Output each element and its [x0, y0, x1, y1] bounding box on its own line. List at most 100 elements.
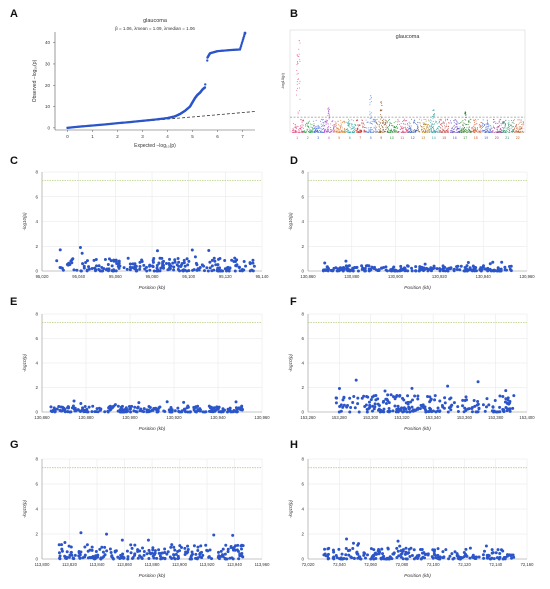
- manhattan-point: [388, 124, 390, 126]
- panel-e-point: [96, 410, 100, 414]
- manhattan-point: [305, 125, 307, 127]
- manhattan-point: [348, 125, 349, 127]
- panel-h-x-tick-label: 72,160: [521, 562, 534, 567]
- manhattan-point: [332, 131, 334, 133]
- manhattan-point: [381, 122, 383, 124]
- manhattan-point: [402, 131, 404, 133]
- panel-c-point: [138, 267, 142, 271]
- panel-c-point: [179, 263, 183, 267]
- manhattan-point: [485, 131, 487, 133]
- manhattan-point: [302, 131, 304, 132]
- manhattan-point: [338, 129, 339, 131]
- manhattan-point: [360, 129, 362, 131]
- manhattan-point: [292, 131, 294, 133]
- manhattan-point: [403, 131, 405, 133]
- manhattan-point: [395, 126, 397, 128]
- manhattan-point: [388, 131, 389, 133]
- panel-e-point: [198, 409, 202, 413]
- panel-f-y-tick-label: 8: [301, 312, 304, 317]
- panel-c-point: [210, 264, 214, 268]
- manhattan-point: [301, 120, 303, 122]
- panel-e-x-tick-label: 130,860: [34, 415, 50, 420]
- panel-f-point: [465, 398, 469, 402]
- manhattan-point: [394, 129, 396, 131]
- panel-d-point: [438, 267, 442, 271]
- panel-f-point: [506, 396, 510, 400]
- panel-h-point: [488, 557, 492, 561]
- panel-d-point: [385, 269, 389, 273]
- panel-h-point: [398, 544, 402, 548]
- manhattan-point: [464, 129, 466, 131]
- manhattan-peak-point: [298, 53, 300, 55]
- qq-y-tick-label: 10: [45, 104, 51, 109]
- panel-d-y-tick-label: 8: [301, 170, 304, 175]
- panel-f-point: [396, 404, 400, 408]
- manhattan-point: [467, 131, 469, 133]
- panel-g-point: [140, 556, 144, 560]
- panel-h-point: [364, 556, 368, 560]
- panel-d-point: [464, 267, 468, 271]
- panel-f-point: [433, 394, 437, 398]
- panel-d-point: [481, 264, 485, 268]
- panel-g-point: [57, 543, 61, 547]
- manhattan-point: [295, 127, 297, 129]
- manhattan-point: [342, 131, 344, 133]
- panel-f-point: [382, 399, 386, 403]
- panel-g-x-tick-label: 113,920: [200, 562, 215, 567]
- manhattan-point: [405, 120, 407, 122]
- manhattan-point: [462, 123, 464, 125]
- panel-c-point: [60, 266, 64, 270]
- manhattan-point: [489, 131, 491, 133]
- panel-h-point: [444, 548, 448, 552]
- manhattan-point: [339, 129, 341, 131]
- manhattan-point: [423, 131, 425, 133]
- qq-x-tick-label: 4: [166, 134, 169, 139]
- panel-c-point: [190, 248, 194, 252]
- panel-g-point: [165, 552, 169, 556]
- manhattan-peak-top: [298, 40, 300, 42]
- panel-c-point: [155, 263, 159, 267]
- manhattan-chrom-label: 18: [474, 136, 478, 140]
- manhattan-point: [514, 127, 515, 129]
- panel-f-point: [476, 380, 480, 384]
- manhattan-point: [382, 121, 384, 123]
- panel-h-point: [468, 546, 472, 550]
- panel-c-point: [158, 269, 162, 273]
- panel-f-point: [483, 409, 487, 413]
- panel-f-point: [365, 394, 369, 398]
- panel-f-point: [449, 404, 453, 408]
- manhattan-point: [357, 131, 359, 133]
- panel-g-point: [64, 556, 68, 560]
- panel-g-x-tick-label: 113,820: [62, 562, 77, 567]
- panel-h-point: [335, 556, 339, 560]
- manhattan-point: [316, 129, 318, 131]
- manhattan-point: [478, 124, 480, 126]
- manhattan-point: [404, 127, 406, 129]
- panel-g-point: [69, 545, 73, 549]
- panel-e-point: [165, 400, 169, 404]
- manhattan-point: [481, 129, 483, 131]
- manhattan-point: [317, 128, 319, 129]
- panel-h-point: [369, 547, 373, 551]
- panel-f-point: [348, 410, 352, 414]
- manhattan-point: [399, 128, 401, 130]
- panel-d-point: [493, 269, 497, 273]
- manhattan-point: [400, 125, 401, 127]
- manhattan-point: [442, 130, 444, 131]
- manhattan-point: [340, 125, 341, 127]
- panel-d-point: [325, 265, 329, 269]
- manhattan-point: [355, 124, 356, 126]
- manhattan-point: [519, 129, 521, 130]
- manhattan-point: [481, 125, 483, 127]
- manhattan-point: [406, 130, 407, 131]
- manhattan-point: [487, 122, 489, 124]
- panel-e-point: [138, 409, 142, 413]
- manhattan-point: [493, 119, 495, 121]
- panel-d-x-tick-label: 130,880: [344, 274, 360, 279]
- manhattan-point: [468, 120, 470, 122]
- panel-c-point: [143, 267, 147, 271]
- manhattan-point: [510, 125, 511, 126]
- panel-g-x-tick-label: 113,800: [35, 562, 50, 567]
- panel-f-point: [398, 394, 402, 398]
- manhattan-point: [410, 131, 412, 133]
